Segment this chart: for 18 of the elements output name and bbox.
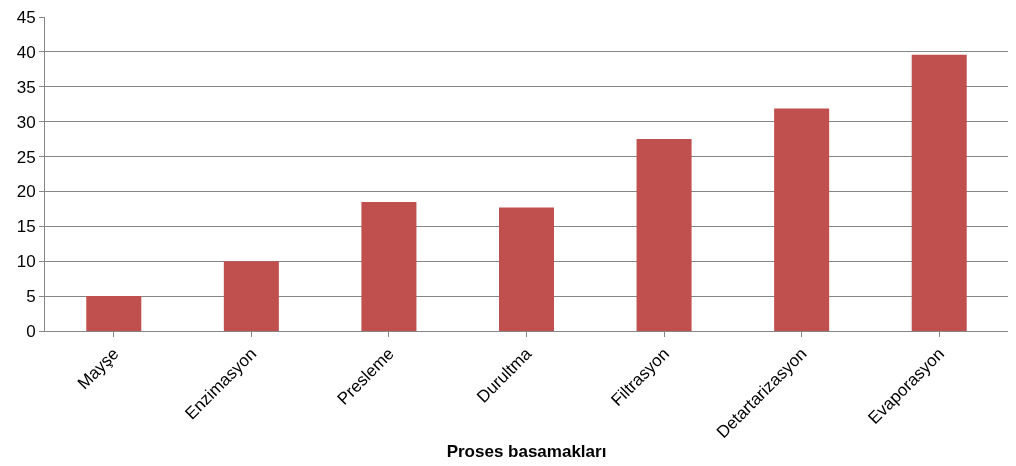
y-tick-label: 45 <box>16 7 36 27</box>
bar <box>636 139 692 331</box>
bar <box>223 261 279 331</box>
bar <box>86 296 142 331</box>
y-tick-label: 20 <box>16 182 36 202</box>
y-tick-label: 0 <box>26 321 36 341</box>
y-tick-label: 10 <box>16 252 36 272</box>
y-tick-label: 15 <box>16 217 36 237</box>
y-tick-label: 35 <box>16 77 36 97</box>
y-tick-label: 5 <box>26 287 36 307</box>
bar <box>498 207 555 331</box>
y-tick-label: 30 <box>16 112 36 132</box>
bar <box>361 201 417 331</box>
bar <box>774 108 830 331</box>
y-tick-label: 40 <box>16 42 36 62</box>
bar <box>911 54 967 331</box>
y-tick-label: 25 <box>16 147 36 167</box>
x-axis-title: Proses basamakları <box>446 442 607 462</box>
